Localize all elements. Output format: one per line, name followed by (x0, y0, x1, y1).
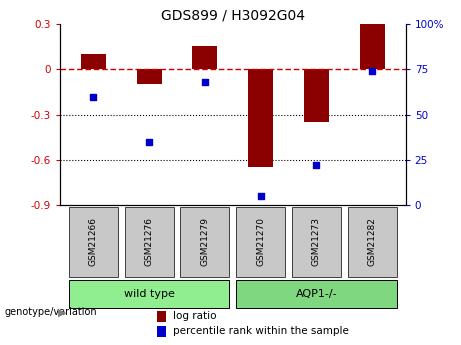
FancyBboxPatch shape (69, 207, 118, 277)
FancyBboxPatch shape (348, 207, 397, 277)
Point (146, 139, 153, 145)
FancyBboxPatch shape (292, 207, 341, 277)
FancyBboxPatch shape (236, 207, 285, 277)
FancyBboxPatch shape (180, 207, 230, 277)
Text: AQP1-/-: AQP1-/- (296, 289, 337, 299)
Point (368, 68, 376, 74)
Text: GSM21270: GSM21270 (256, 217, 265, 266)
Bar (157, 311, 166, 322)
FancyBboxPatch shape (69, 280, 230, 308)
FancyBboxPatch shape (236, 280, 397, 308)
Text: percentile rank within the sample: percentile rank within the sample (173, 326, 349, 336)
Point (313, 162, 320, 168)
Bar (157, 326, 166, 337)
Bar (360, 24, 385, 69)
Bar (192, 46, 218, 69)
Text: log ratio: log ratio (173, 311, 217, 321)
FancyBboxPatch shape (124, 207, 174, 277)
Text: GSM21279: GSM21279 (201, 217, 209, 266)
Bar (136, 69, 162, 85)
Text: ▶: ▶ (58, 307, 66, 317)
Title: GDS899 / H3092G04: GDS899 / H3092G04 (161, 9, 305, 23)
Point (257, 193, 264, 199)
Text: wild type: wild type (124, 289, 175, 299)
Point (90, 94, 97, 99)
Text: GSM21276: GSM21276 (145, 217, 154, 266)
Text: GSM21273: GSM21273 (312, 217, 321, 266)
Bar (248, 69, 273, 167)
Text: GSM21266: GSM21266 (89, 217, 98, 266)
Text: GSM21282: GSM21282 (368, 217, 377, 266)
Text: genotype/variation: genotype/variation (5, 307, 97, 317)
Point (201, 79, 209, 85)
Bar (304, 69, 329, 122)
Bar (81, 54, 106, 69)
